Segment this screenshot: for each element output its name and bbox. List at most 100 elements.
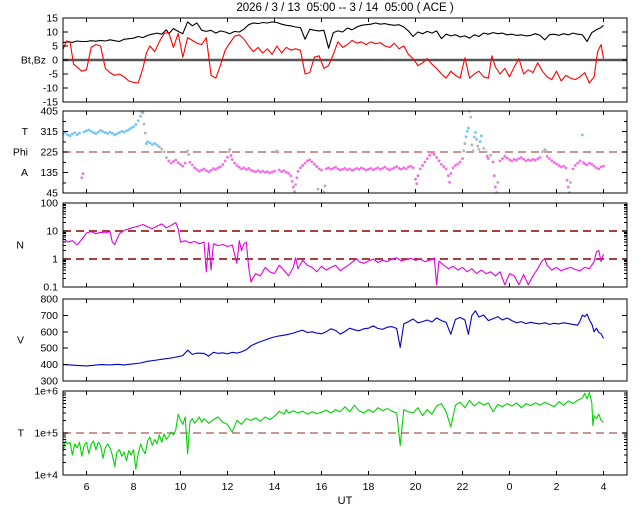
phi-dot	[323, 184, 327, 188]
panel-phi: 45 135 225 315 405 T Phi A	[13, 106, 628, 200]
phi-dot	[233, 161, 236, 165]
series-Bz	[63, 32, 605, 84]
phi-dot	[155, 143, 159, 147]
phi-dot	[548, 157, 551, 161]
panel-ylabel-phi: A	[21, 167, 28, 179]
phi-dot	[240, 167, 244, 171]
phi-dot	[544, 149, 548, 153]
panel-ylabel-bt_bz: Bt,Bz	[21, 55, 46, 67]
phi-dot	[244, 168, 248, 171]
phi-dot	[550, 159, 554, 163]
phi-dot	[115, 132, 119, 136]
phi-dot	[68, 134, 72, 138]
x-tick-label: 6	[84, 481, 90, 493]
phi-dot	[510, 159, 514, 163]
phi-dot	[376, 166, 380, 170]
phi-dot	[85, 129, 88, 133]
phi-dot	[75, 133, 79, 137]
phi-dot	[108, 130, 112, 134]
phi-dot	[517, 157, 521, 161]
phi-dot	[449, 172, 453, 175]
phi-dot	[251, 169, 255, 173]
phi-dot	[247, 167, 251, 170]
series-V	[63, 310, 604, 367]
panel-v: 300 400 500 600 700 800 V	[17, 294, 628, 388]
x-tick-label: 22	[457, 481, 469, 493]
phi-dot	[268, 171, 272, 175]
phi-dot	[545, 154, 549, 158]
phi-dot	[475, 137, 478, 141]
y-tick-label: 100	[40, 198, 58, 210]
phi-dot	[313, 162, 316, 166]
phi-dot	[200, 168, 204, 172]
phi-dot	[331, 167, 335, 170]
phi-dot	[301, 164, 305, 167]
phi-dot	[113, 133, 117, 137]
phi-dot	[320, 168, 323, 172]
phi-dot	[478, 140, 482, 143]
y-tick-label: 1e+4	[34, 470, 58, 482]
phi-dot	[498, 159, 502, 163]
phi-dot	[162, 150, 166, 154]
phi-dot	[229, 154, 233, 157]
phi-dot	[174, 158, 178, 162]
phi-dot	[230, 158, 234, 161]
phi-dot	[371, 168, 375, 172]
phi-dot	[295, 176, 299, 180]
phi-dot	[316, 187, 320, 191]
x-tick-label: 2	[554, 481, 560, 493]
phi-dot	[219, 165, 222, 169]
x-tick-label: 14	[269, 481, 281, 493]
phi-dot	[141, 111, 145, 114]
phi-dot	[369, 167, 373, 170]
phi-dot	[146, 140, 150, 144]
phi-dot	[437, 159, 441, 163]
phi-dot	[150, 143, 154, 146]
series-T	[63, 391, 604, 470]
y-tick-label: 500	[40, 343, 58, 355]
phi-dot	[227, 150, 231, 154]
phi-dot	[585, 163, 589, 167]
series-Bt	[63, 21, 604, 49]
phi-dot	[73, 131, 77, 135]
phi-dot	[82, 130, 86, 134]
phi-dot	[402, 166, 406, 170]
phi-dot	[212, 167, 215, 171]
phi-dot	[202, 167, 206, 171]
phi-dot	[529, 159, 533, 163]
phi-dot	[136, 119, 140, 123]
phi-dot	[494, 185, 497, 189]
panel-ylabel-phi: T	[22, 126, 29, 138]
phi-dot	[317, 167, 321, 171]
y-tick-label: -5	[49, 69, 58, 81]
phi-dot	[276, 150, 280, 154]
phi-dot	[519, 156, 523, 159]
phi-dot	[256, 169, 260, 173]
phi-dot	[395, 165, 399, 168]
phi-dot	[559, 165, 563, 169]
panel-ylabel-t: T	[18, 428, 25, 440]
phi-dot	[315, 165, 319, 168]
x-tick-label: 4	[601, 481, 607, 493]
phi-dot	[362, 167, 366, 171]
phi-dot	[564, 166, 568, 170]
phi-dot	[464, 135, 468, 139]
phi-dot	[291, 185, 295, 189]
phi-dot	[322, 190, 326, 193]
y-tick-label: 400	[40, 359, 58, 371]
phi-dot	[78, 131, 81, 135]
phi-dot	[428, 153, 431, 157]
phi-dot	[578, 159, 582, 163]
phi-dot	[106, 132, 110, 135]
phi-dot	[471, 149, 475, 153]
phi-dot	[280, 170, 283, 173]
phi-dot	[430, 151, 434, 155]
phi-dot	[308, 158, 312, 162]
phi-dot	[425, 157, 429, 161]
phi-dot	[474, 131, 477, 134]
phi-dot	[595, 166, 598, 170]
y-tick-label: 1	[52, 254, 58, 266]
phi-dot	[169, 161, 173, 165]
phi-dot	[296, 169, 300, 173]
phi-dot	[522, 157, 525, 161]
